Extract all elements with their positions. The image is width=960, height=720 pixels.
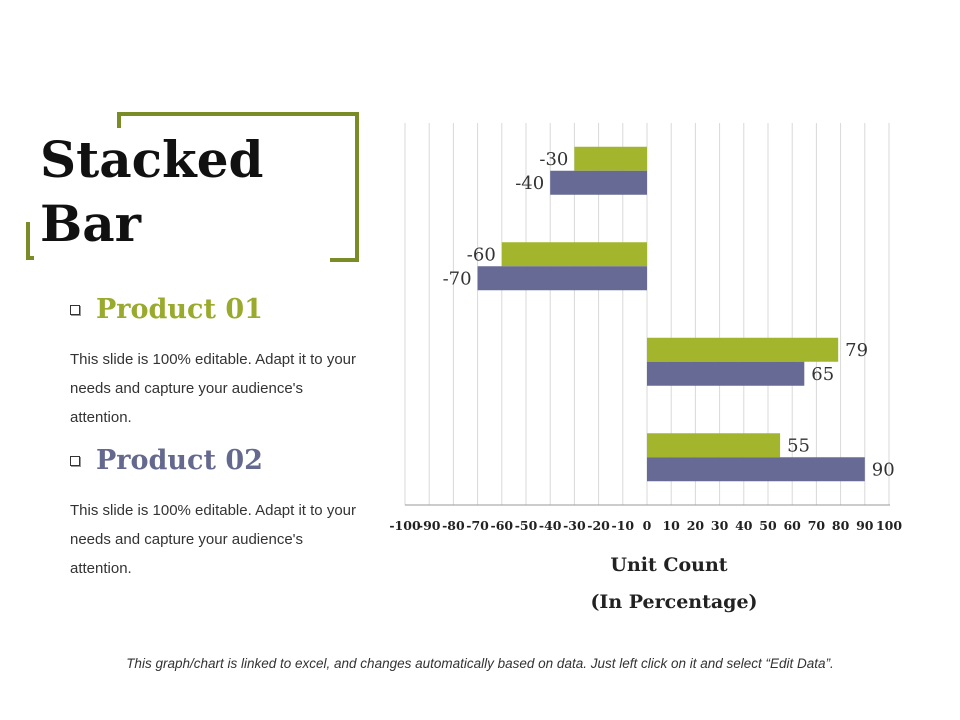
footer-note: This graph/chart is linked to excel, and…: [126, 656, 834, 671]
x-tick-label: 20: [687, 518, 705, 533]
product2-heading: Product 02: [70, 445, 263, 476]
data-label: -40: [515, 173, 544, 194]
data-label: 79: [845, 340, 868, 361]
data-label: 55: [787, 435, 810, 456]
title-block: Stacked Bar: [34, 128, 330, 262]
bar-series1-cat4: [647, 433, 781, 458]
bar-series1-cat3: [647, 337, 839, 362]
x-tick-label: -50: [515, 518, 538, 533]
product2-heading-text: Product 02: [96, 445, 263, 476]
data-label: -30: [539, 149, 568, 170]
data-label: -60: [467, 244, 496, 265]
data-label: 90: [872, 459, 895, 480]
x-axis-subtitle: (In Percentage): [590, 591, 757, 613]
data-labels: -30 -40 -60 -70 79 65 55 90: [443, 149, 895, 481]
bar-series2-cat4: [647, 457, 865, 482]
x-axis-title: Unit Count: [610, 554, 727, 576]
bar-series1-cat2: [501, 242, 647, 267]
x-tick-label: 10: [662, 518, 680, 533]
checkbox-bullet-icon: [70, 304, 80, 315]
x-tick-label: -10: [612, 518, 635, 533]
x-tick-label: -60: [491, 518, 514, 533]
x-tick-label: 70: [808, 518, 826, 533]
x-tick-label: -40: [539, 518, 562, 533]
bar-series2-cat2: [477, 266, 647, 291]
x-tick-label: -80: [442, 518, 465, 533]
x-tick-label: -90: [418, 518, 441, 533]
data-label: -70: [443, 268, 472, 289]
x-tick-labels: -100-90 -80 -70 -60 -50 -40 -30 -20 -10 0 10 20 30 40…: [389, 518, 902, 533]
x-tick-label: -70: [466, 518, 489, 533]
product1-description: This slide is 100% editable. Adapt it to…: [70, 351, 356, 426]
x-tick-label: -30: [563, 518, 586, 533]
x-tick-label: -20: [587, 518, 610, 533]
x-tick-label: 40: [735, 518, 753, 533]
checkbox-bullet-icon: [70, 455, 80, 466]
x-tick-label: 80: [832, 518, 850, 533]
x-tick-label: 30: [711, 518, 729, 533]
x-tick-label: -100: [389, 518, 421, 533]
slide-title-line1: Stacked: [40, 130, 264, 189]
product2-description: This slide is 100% editable. Adapt it to…: [70, 502, 356, 577]
x-tick-label: 90: [856, 518, 874, 533]
x-tick-label: 100: [876, 518, 902, 533]
x-tick-label: 50: [759, 518, 777, 533]
bar-series2-cat3: [647, 361, 805, 386]
product1-heading-text: Product 01: [96, 294, 263, 325]
bar-series1-cat1: [574, 146, 647, 171]
x-tick-label: 60: [783, 518, 801, 533]
x-tick-label: 0: [643, 518, 652, 533]
product1-heading: Product 01: [70, 294, 263, 325]
data-label: 65: [811, 364, 834, 385]
bar-series2-cat1: [550, 170, 647, 195]
bars: [477, 146, 865, 482]
slide-title-line2: Bar: [40, 194, 142, 253]
